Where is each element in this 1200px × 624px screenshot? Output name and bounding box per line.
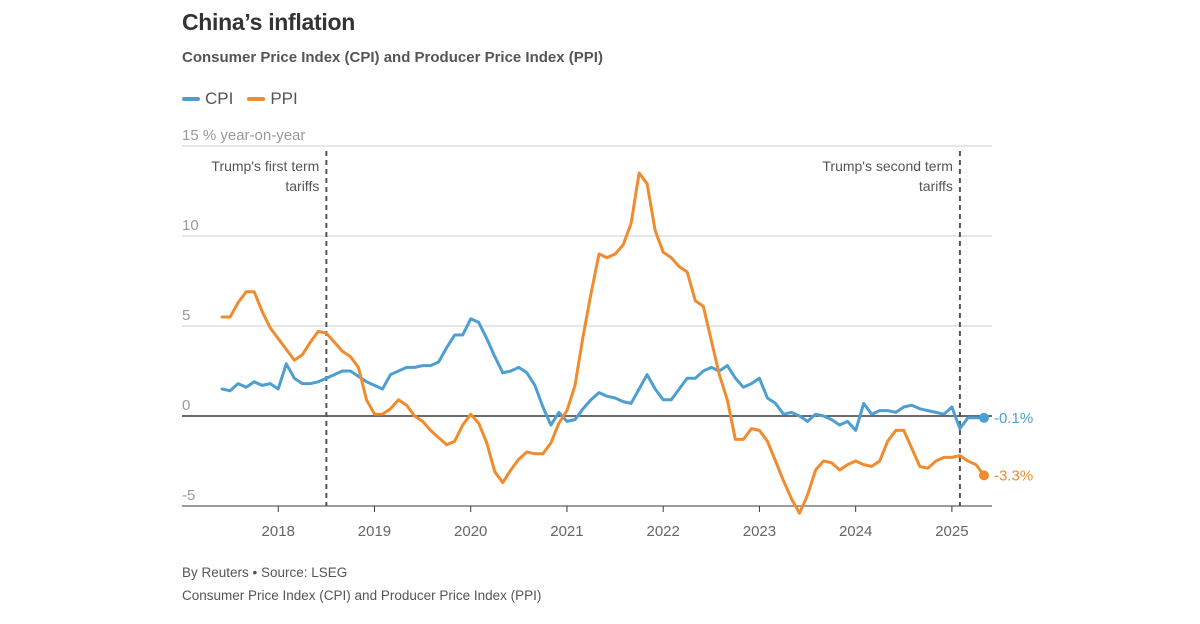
legend-item-ppi: PPI <box>247 89 298 109</box>
chart-title: China’s inflation <box>182 9 355 35</box>
series-line-cpi <box>220 317 986 432</box>
end-label-ppi: -3.3% <box>994 467 1033 484</box>
y-tick-label: 15 % year-on-year <box>182 127 305 144</box>
x-tick-label: 2023 <box>743 523 776 540</box>
annotation-label: tariffs <box>285 178 319 194</box>
x-tick-label: 2022 <box>647 523 680 540</box>
x-tick-label: 2025 <box>935 523 968 540</box>
y-tick-label: -5 <box>182 487 195 504</box>
chart-subtitle: Consumer Price Index (CPI) and Producer … <box>182 49 603 66</box>
end-point-ppi <box>978 470 989 481</box>
legend-item-cpi: CPI <box>182 89 233 109</box>
y-tick-label: 0 <box>182 397 190 414</box>
credit-line: By Reuters • Source: LSEG <box>182 565 348 580</box>
x-tick-label: 2018 <box>262 523 295 540</box>
x-tick-label: 2019 <box>358 523 391 540</box>
end-label-cpi: -0.1% <box>994 410 1033 427</box>
y-tick-label: 10 <box>182 217 199 234</box>
x-tick-label: 2024 <box>839 523 872 540</box>
x-tick-label: 2020 <box>454 523 487 540</box>
annotation-label: Trump's first term <box>211 158 319 174</box>
annotation-label: tariffs <box>919 178 953 194</box>
legend: CPI PPI <box>182 89 312 109</box>
legend-swatch-cpi <box>182 97 200 101</box>
legend-swatch-ppi <box>247 97 266 101</box>
footer-note: Consumer Price Index (CPI) and Producer … <box>182 588 542 603</box>
end-point-cpi <box>978 412 989 423</box>
y-tick-label: 5 <box>182 307 190 324</box>
series-line-ppi <box>220 171 986 515</box>
legend-label-cpi: CPI <box>205 89 234 108</box>
legend-label-ppi: PPI <box>270 89 298 108</box>
annotation-label: Trump's second term <box>822 158 953 174</box>
x-tick-label: 2021 <box>550 523 583 540</box>
